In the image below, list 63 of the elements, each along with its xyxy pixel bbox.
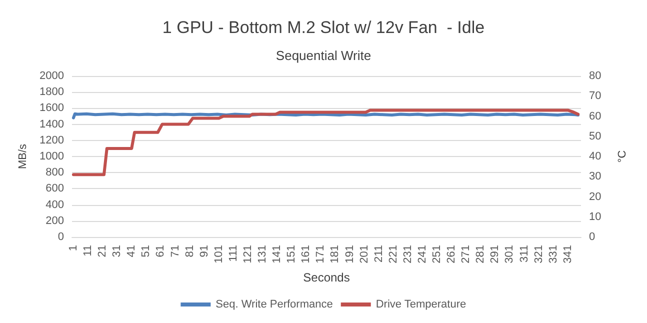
y-tick-label: 200 <box>46 214 64 227</box>
y2-tick-label: 0 <box>589 231 596 243</box>
y2-tick-label: 80 <box>589 70 602 82</box>
x-tick-label: 31 <box>111 245 124 258</box>
x-tick-label: 151 <box>286 245 298 264</box>
x-tick-label: 141 <box>271 245 284 264</box>
x-tick-label: 41 <box>126 245 138 258</box>
x-tick-label: 81 <box>184 245 196 258</box>
y2-tick-label: 70 <box>589 90 602 102</box>
y-axis-title: MB/s <box>17 143 30 170</box>
x-tick-label: 341 <box>562 245 574 264</box>
chart-title: 1 GPU - Bottom M.2 Slot w/ 12v Fan - Idle <box>162 18 485 37</box>
x-tick-label: 291 <box>489 245 502 264</box>
x-tick-label: 211 <box>372 245 385 263</box>
chart-subtitle: Sequential Write <box>276 48 372 63</box>
y-tick-label: 400 <box>46 198 64 211</box>
x-tick-label: 1 <box>67 245 80 252</box>
y-tick-label: 600 <box>46 182 64 195</box>
x-tick-label: 251 <box>431 245 444 264</box>
x-tick-label: 271 <box>460 245 472 264</box>
y-tick-label: 1600 <box>40 102 64 114</box>
legend-label: Drive Temperature <box>376 298 466 310</box>
x-tick-label: 191 <box>344 245 356 264</box>
x-tick-label: 181 <box>329 245 342 264</box>
y-tick-label: 1800 <box>40 86 64 98</box>
y-tick-label: 2000 <box>40 70 64 82</box>
x-tick-label: 171 <box>314 245 327 264</box>
x-tick-label: 121 <box>242 245 254 264</box>
y-tick-label: 0 <box>58 231 64 243</box>
x-tick-label: 221 <box>387 245 400 264</box>
x-tick-label: 101 <box>212 245 225 264</box>
line-series <box>72 108 580 176</box>
x-tick-label: 331 <box>547 245 560 264</box>
y-tick-label: 1400 <box>40 118 64 130</box>
y-tick-label: 1000 <box>40 150 64 162</box>
x-tick-label: 71 <box>169 245 182 258</box>
y2-tick-label: 50 <box>589 130 602 142</box>
x-tick-label: 131 <box>256 245 269 264</box>
x-tick-label: 241 <box>416 245 428 264</box>
x-tick-label: 91 <box>198 245 210 258</box>
legend-label: Seq. Write Performance <box>216 298 333 310</box>
x-tick-label: 201 <box>358 245 370 264</box>
x-tick-label: 301 <box>504 245 516 264</box>
x-axis-title: Seconds <box>303 270 350 284</box>
y2-axis-title: °C <box>616 150 628 163</box>
y2-tick-label: 30 <box>589 170 602 183</box>
y2-tick-label: 20 <box>589 190 602 203</box>
x-tick-label: 311 <box>518 245 530 263</box>
x-tick-label: 51 <box>140 245 152 258</box>
x-tick-label: 161 <box>300 245 312 264</box>
x-tick-label: 321 <box>532 245 545 264</box>
y2-tick-label: 40 <box>589 150 602 162</box>
y-tick-label: 1200 <box>40 134 64 146</box>
x-tick-label: 11 <box>82 245 94 256</box>
x-tick-label: 111 <box>227 245 240 262</box>
y2-tick-label: 10 <box>589 210 602 223</box>
y-tick-label: 800 <box>46 166 64 179</box>
y2-tick-label: 60 <box>589 110 602 122</box>
x-tick-label: 281 <box>474 245 487 264</box>
x-tick-label: 261 <box>446 245 458 264</box>
x-tick-label: 21 <box>96 245 109 258</box>
x-tick-label: 61 <box>154 245 167 258</box>
x-tick-label: 231 <box>402 245 414 264</box>
